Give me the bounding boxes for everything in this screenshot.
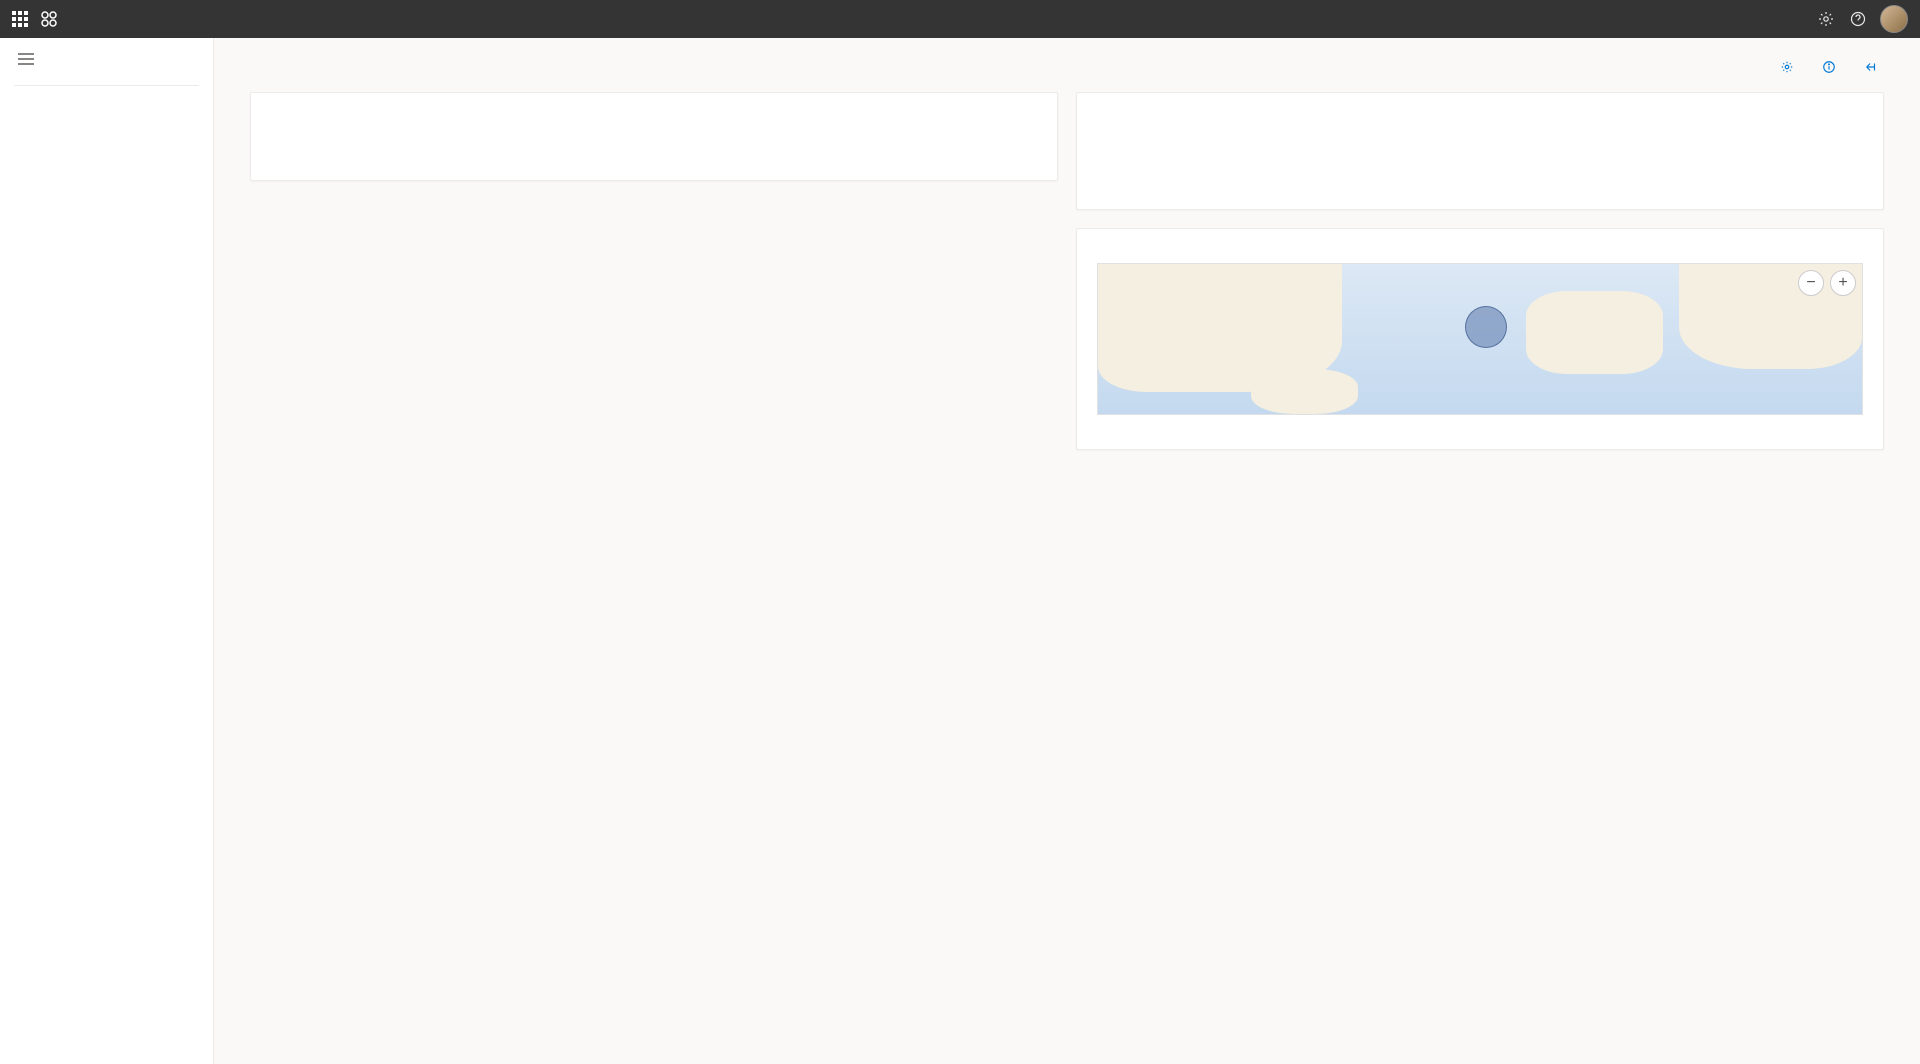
nav-section-header [0,94,213,110]
card-data-locations [250,92,1058,181]
settings-action[interactable] [1780,60,1800,74]
user-avatar[interactable] [1880,5,1908,33]
card-data-types [1076,92,1884,210]
zoom-in-button[interactable]: + [1830,270,1856,296]
remove-nav-action[interactable] [1864,60,1884,74]
card-region: − + [1076,228,1884,450]
learn-more-action[interactable] [1822,60,1842,74]
nav-divider [14,85,199,86]
stacked-bar [1097,127,1863,139]
help-icon[interactable] [1842,3,1874,35]
org-logo-icon [40,10,58,28]
world-map[interactable]: − + [1097,263,1863,415]
nav-collapse-icon[interactable] [0,44,213,77]
zoom-out-button[interactable]: − [1798,270,1824,296]
main-content: − + [214,38,1920,1064]
page-header [250,60,1884,74]
left-nav [0,38,214,1064]
org-name [40,10,66,28]
app-launcher-icon[interactable] [12,11,28,27]
settings-gear-icon[interactable] [1810,3,1842,35]
global-header [0,0,1920,38]
